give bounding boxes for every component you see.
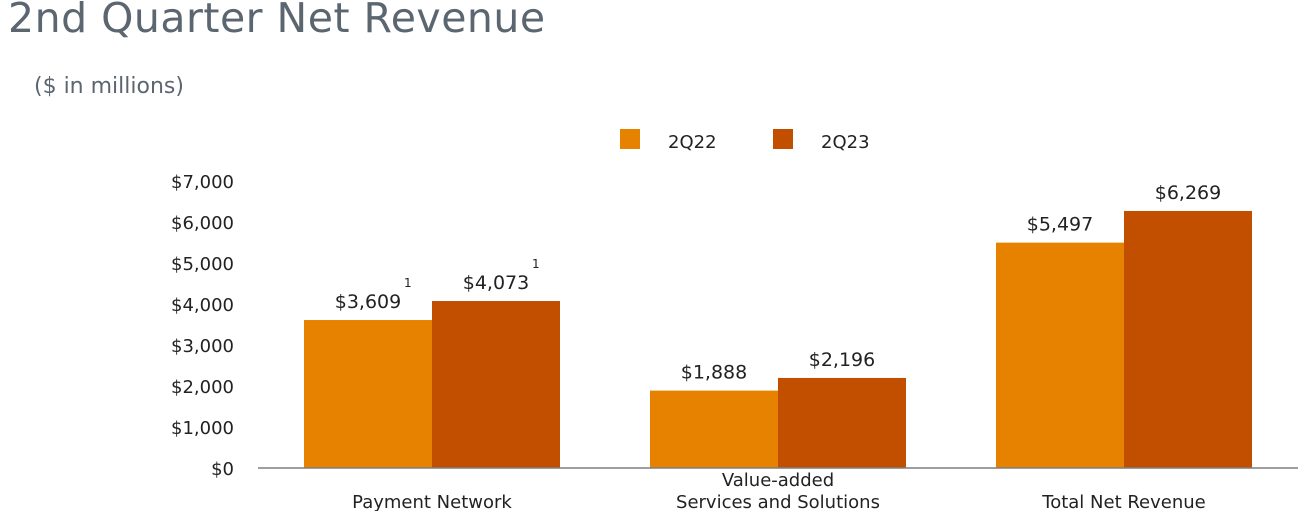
legend-swatch-2q23 bbox=[773, 129, 793, 149]
bar-2q23 bbox=[1124, 210, 1252, 468]
x-category-label: Services and Solutions bbox=[676, 492, 880, 511]
footnote-marker: 1 bbox=[404, 276, 412, 290]
chart-subtitle: ($ in millions) bbox=[34, 74, 184, 99]
data-label: $2,196 bbox=[809, 349, 875, 371]
bar-2q23 bbox=[778, 377, 906, 468]
x-category-label: Total Net Revenue bbox=[1041, 492, 1205, 511]
bar-2q22 bbox=[996, 242, 1124, 468]
data-label: $5,497 bbox=[1027, 214, 1093, 236]
y-tick-label: $3,000 bbox=[171, 336, 234, 357]
legend-label: 2Q22 bbox=[668, 132, 717, 153]
bar-2q23 bbox=[432, 301, 560, 468]
y-tick-label: $1,000 bbox=[171, 418, 234, 439]
footnote-marker: 1 bbox=[532, 257, 540, 271]
x-category-label: Value-added bbox=[722, 470, 834, 491]
legend-label: 2Q23 bbox=[821, 132, 870, 153]
bar-2q22 bbox=[304, 320, 432, 468]
y-tick-label: $4,000 bbox=[171, 295, 234, 316]
x-category-label: Payment Network bbox=[352, 492, 512, 511]
y-tick-label: $2,000 bbox=[171, 377, 234, 398]
y-tick-label: $5,000 bbox=[171, 254, 234, 275]
data-label: $3,609 bbox=[335, 291, 401, 313]
data-label: $4,073 bbox=[463, 272, 529, 294]
y-tick-label: $0 bbox=[211, 459, 234, 480]
chart-title: 2nd Quarter Net Revenue bbox=[8, 0, 546, 42]
bar-2q22 bbox=[650, 390, 778, 468]
legend-swatch-2q22 bbox=[620, 129, 640, 149]
y-tick-label: $7,000 bbox=[171, 172, 234, 193]
data-label: $6,269 bbox=[1155, 182, 1221, 204]
data-label: $1,888 bbox=[681, 362, 747, 384]
y-tick-label: $6,000 bbox=[171, 213, 234, 234]
